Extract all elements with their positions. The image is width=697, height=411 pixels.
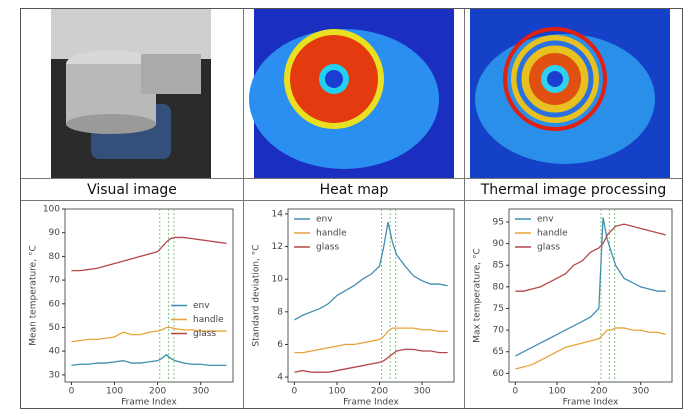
x-tick-label: 100 — [328, 387, 345, 397]
caption: Visual image — [21, 179, 244, 201]
legend-label: glass — [193, 329, 216, 339]
plot-frame — [65, 209, 233, 382]
series-line — [71, 237, 226, 270]
heat-map-image — [244, 9, 465, 179]
y-tick-label: 75 — [493, 304, 504, 314]
y-tick-label: 85 — [493, 261, 504, 271]
x-tick-label: 300 — [413, 387, 430, 397]
y-axis-label: Max temperature, °C — [473, 248, 483, 343]
y-tick-label: 90 — [493, 239, 505, 249]
series-line — [294, 328, 447, 352]
thermal-image — [465, 9, 682, 179]
x-tick-label: 200 — [149, 387, 166, 397]
legend-label: handle — [193, 315, 224, 325]
x-tick-label: 0 — [512, 387, 518, 397]
chart: 30 40 50 60 70 80 90 100 0 100 200 300 Frame Index Me… — [21, 201, 243, 408]
legend-label: glass — [537, 243, 560, 253]
y-tick-label: 50 — [49, 323, 61, 333]
x-axis-label: Frame Index — [343, 398, 399, 408]
y-tick-label: 60 — [49, 299, 61, 309]
visual-photo — [21, 9, 244, 179]
plot-frame — [288, 209, 454, 382]
y-tick-label: 14 — [272, 209, 284, 219]
legend-label: glass — [316, 243, 339, 253]
heat-map — [244, 9, 465, 179]
y-axis-label: Standard deviation, °C — [252, 244, 262, 346]
legend-label: handle — [537, 229, 568, 239]
y-tick-label: 30 — [49, 370, 61, 380]
x-tick-label: 100 — [548, 387, 565, 397]
figure: Visual image Heat map Thermal image proc… — [20, 8, 683, 409]
y-tick-label: 70 — [49, 276, 61, 286]
x-tick-label: 200 — [590, 387, 607, 397]
y-tick-label: 70 — [493, 326, 505, 336]
y-tick-label: 40 — [49, 347, 61, 357]
series-line — [515, 328, 665, 369]
x-tick-label: 300 — [192, 387, 209, 397]
y-tick-label: 10 — [272, 275, 284, 285]
caption: Thermal image processing — [465, 179, 682, 201]
y-tick-label: 6 — [277, 340, 283, 350]
legend-label: handle — [316, 229, 347, 239]
series-line — [71, 355, 226, 366]
caption: Heat map — [244, 179, 465, 201]
chart: 4 6 8 10 12 14 0 100 200 300 Frame Index Standard d… — [244, 201, 464, 408]
y-tick-label: 12 — [272, 242, 283, 252]
y-tick-label: 65 — [493, 347, 504, 357]
y-tick-label: 8 — [277, 307, 283, 317]
y-tick-label: 80 — [49, 252, 61, 262]
y-tick-label: 100 — [43, 205, 60, 215]
y-tick-label: 80 — [493, 282, 505, 292]
x-tick-label: 0 — [292, 387, 298, 397]
x-tick-label: 300 — [632, 387, 649, 397]
x-tick-label: 200 — [371, 387, 388, 397]
legend-label: env — [193, 301, 210, 311]
y-tick-label: 95 — [493, 217, 504, 227]
series-line — [294, 349, 447, 372]
legend-label: env — [537, 215, 554, 225]
y-axis-label: Mean temperature, °C — [29, 245, 39, 345]
plot-frame — [509, 209, 672, 382]
y-tick-label: 4 — [277, 373, 283, 383]
photo — [21, 9, 244, 179]
y-tick-label: 60 — [493, 369, 505, 379]
legend-label: env — [316, 215, 333, 225]
y-tick-label: 90 — [49, 228, 61, 238]
x-tick-label: 100 — [106, 387, 123, 397]
x-axis-label: Frame Index — [121, 398, 177, 408]
chart: 60 65 70 75 80 85 90 95 0 100 200 300 Frame Index Max… — [465, 201, 682, 408]
x-axis-label: Frame Index — [563, 398, 619, 408]
x-tick-label: 0 — [69, 387, 75, 397]
thermal-processing — [465, 9, 682, 179]
